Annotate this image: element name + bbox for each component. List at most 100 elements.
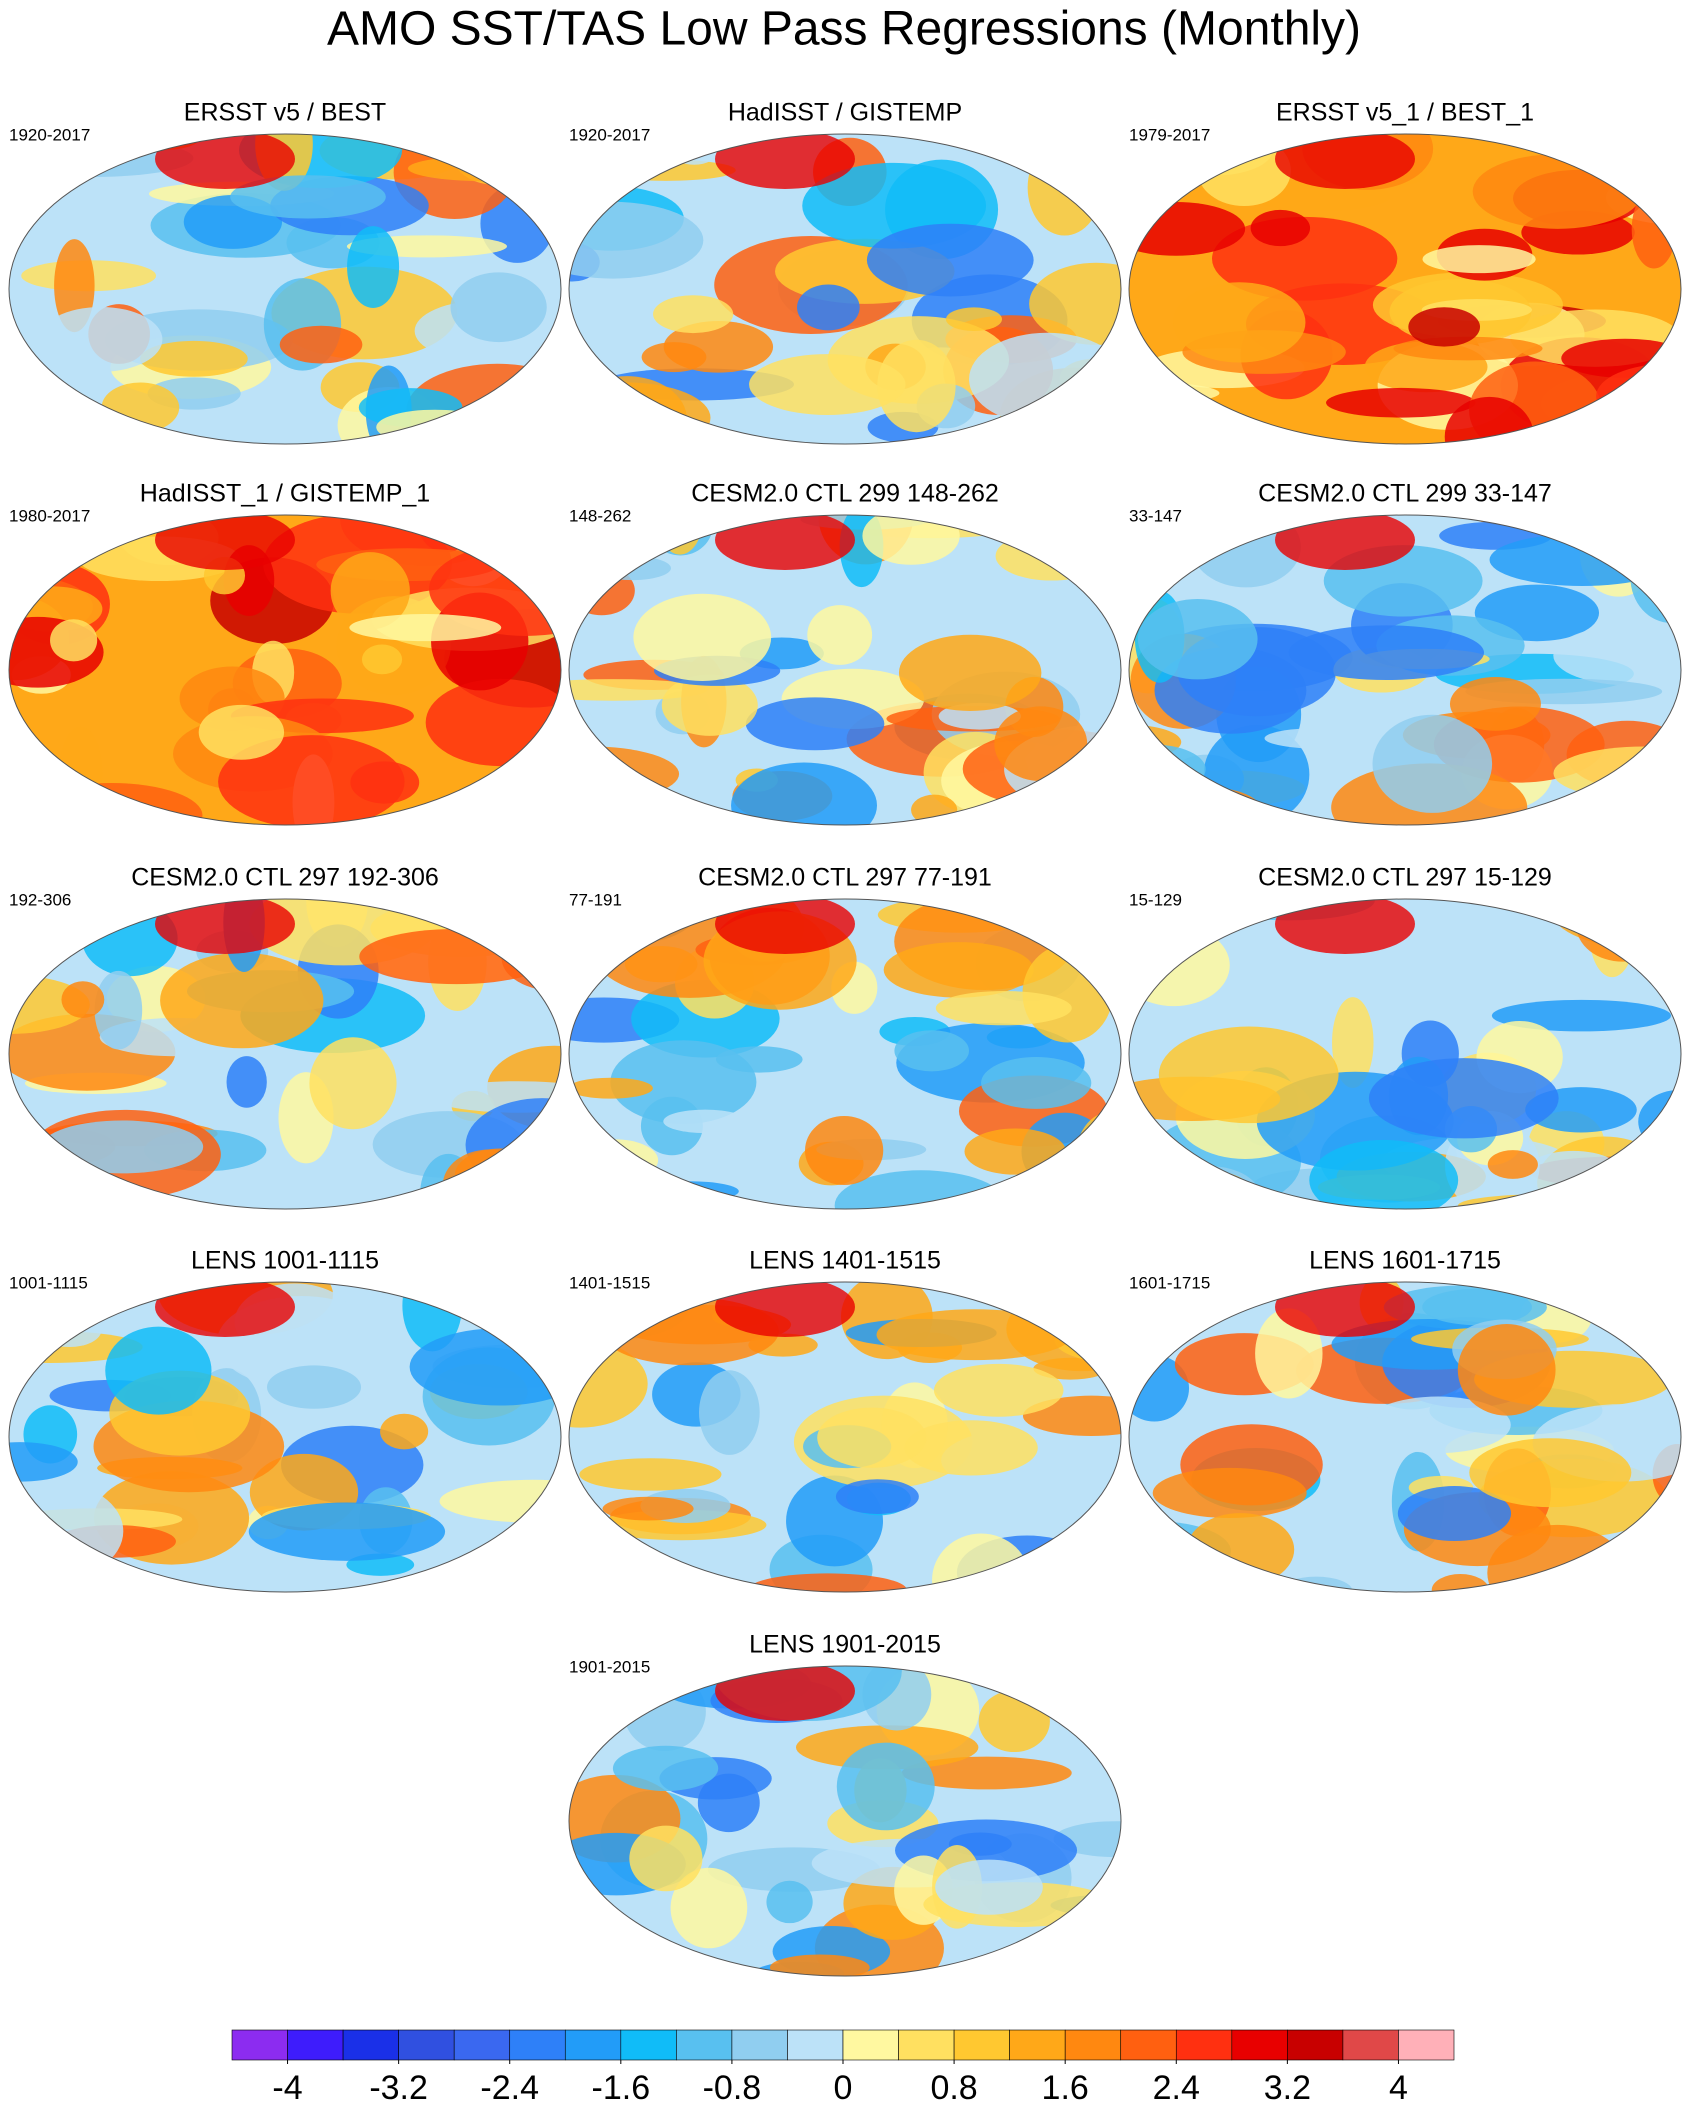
panel-title: CESM2.0 CTL 297 15-129 bbox=[1258, 864, 1552, 892]
map-field bbox=[9, 899, 561, 1209]
map-anomaly bbox=[894, 1030, 970, 1072]
colorbar-tick-label: 1.6 bbox=[1042, 2069, 1089, 2107]
map-anomaly bbox=[81, 900, 178, 977]
map-anomaly bbox=[901, 1756, 1072, 1790]
map-field bbox=[1129, 134, 1681, 444]
map-anomaly bbox=[766, 1880, 813, 1924]
map-anomaly bbox=[569, 679, 708, 701]
map-anomaly bbox=[160, 952, 324, 1049]
colorbar-tick-label: -1.6 bbox=[592, 2069, 651, 2107]
map-anomaly bbox=[1431, 1574, 1489, 1592]
colorbar-tick-label: -0.8 bbox=[703, 2069, 762, 2107]
map-anomaly bbox=[748, 1573, 907, 1592]
map-anomaly bbox=[1472, 154, 1643, 229]
map-anomaly bbox=[50, 619, 98, 662]
map-anomaly bbox=[1397, 1486, 1512, 1542]
polar-anomaly bbox=[715, 1666, 855, 1721]
colorbar-box bbox=[953, 2029, 1010, 2061]
map-anomaly bbox=[569, 1914, 621, 1976]
map-anomaly bbox=[615, 145, 673, 173]
colorbar-box bbox=[731, 2029, 788, 2061]
colorbar-box bbox=[1342, 2029, 1399, 2061]
map-anomaly bbox=[380, 1413, 429, 1450]
map-panel: CESM2.0 CTL 297 15-129 15-129 bbox=[1128, 864, 1682, 1210]
map-anomaly bbox=[978, 1690, 1050, 1753]
map-anomaly bbox=[1160, 787, 1267, 825]
polar-anomaly bbox=[1275, 515, 1415, 570]
map-anomaly bbox=[1006, 412, 1092, 444]
polar-anomaly bbox=[715, 515, 855, 570]
map-anomaly bbox=[347, 226, 400, 308]
map-anomaly bbox=[769, 1954, 870, 1976]
panel-title: CESM2.0 CTL 297 77-191 bbox=[698, 864, 992, 892]
map-outline bbox=[1128, 514, 1682, 826]
map-outline bbox=[1128, 898, 1682, 1210]
map-panel: LENS 1001-1115 1001-1115 bbox=[8, 1247, 562, 1593]
map-anomaly bbox=[1449, 677, 1541, 731]
map-anomaly bbox=[230, 175, 386, 219]
map-anomaly bbox=[981, 1057, 1092, 1109]
map-outline bbox=[568, 514, 1122, 826]
map-anomaly bbox=[501, 925, 561, 992]
map-outline bbox=[568, 1281, 1122, 1593]
map-anomaly bbox=[1280, 1576, 1353, 1592]
map-anomaly bbox=[932, 1533, 1031, 1592]
panel-period: 1001-1115 bbox=[9, 1273, 88, 1292]
colorbar-tick-label: 0 bbox=[834, 2069, 853, 2107]
map-anomaly bbox=[670, 137, 718, 165]
polar-anomaly bbox=[715, 1282, 855, 1337]
map-anomaly bbox=[804, 1115, 884, 1185]
map-anomaly bbox=[425, 678, 561, 767]
map-field bbox=[569, 1666, 1121, 1976]
map-anomaly bbox=[1027, 139, 1102, 236]
map-anomaly bbox=[1593, 1543, 1681, 1592]
colorbar-box bbox=[1175, 2029, 1233, 2061]
colorbar-box bbox=[342, 2029, 399, 2061]
map-anomaly bbox=[330, 552, 410, 630]
map-anomaly bbox=[101, 382, 180, 433]
map-anomaly bbox=[480, 901, 561, 967]
map-anomaly bbox=[1029, 262, 1121, 345]
map-anomaly bbox=[592, 556, 671, 581]
colorbar-box bbox=[620, 2029, 677, 2061]
map-anomaly bbox=[1264, 727, 1383, 749]
panel-title: LENS 1601-1715 bbox=[1309, 1247, 1501, 1275]
colorbar-tick-label: 0.8 bbox=[930, 2069, 977, 2107]
panel-period: 1980-2017 bbox=[9, 506, 90, 525]
colorbar-box bbox=[509, 2029, 566, 2061]
map-anomaly bbox=[1326, 387, 1476, 418]
map-anomaly bbox=[349, 614, 502, 642]
map-anomaly bbox=[1129, 1520, 1173, 1592]
map-anomaly bbox=[198, 704, 285, 760]
map-panel: CESM2.0 CTL 297 192-306 192-306 bbox=[8, 864, 562, 1210]
map-anomaly bbox=[569, 746, 680, 802]
map-anomaly bbox=[715, 1046, 803, 1073]
map-anomaly bbox=[1631, 189, 1677, 269]
colorbar-box bbox=[1398, 2029, 1455, 2061]
map-anomaly bbox=[1152, 1467, 1307, 1518]
map-anomaly bbox=[670, 1867, 748, 1949]
map-anomaly bbox=[904, 1420, 1038, 1476]
map-anomaly bbox=[450, 272, 547, 343]
polar-anomaly bbox=[155, 1282, 295, 1337]
map-anomaly bbox=[595, 159, 736, 181]
panel-title: ERSST v5_1 / BEST_1 bbox=[1276, 99, 1534, 127]
map-anomaly bbox=[653, 295, 734, 334]
map-anomaly bbox=[41, 1120, 204, 1174]
colorbar-tick-label: 3.2 bbox=[1264, 2069, 1311, 2107]
map-anomaly bbox=[1422, 1288, 1532, 1326]
map-anomaly bbox=[994, 706, 1088, 782]
map-anomaly bbox=[629, 1825, 703, 1892]
panel-title: CESM2.0 CTL 299 148-262 bbox=[691, 480, 999, 508]
map-outline bbox=[1128, 1281, 1682, 1593]
map-anomaly bbox=[140, 340, 248, 377]
map-anomaly bbox=[807, 605, 873, 665]
map-anomaly bbox=[1553, 625, 1681, 686]
map-anomaly bbox=[569, 201, 704, 279]
map-anomaly bbox=[94, 970, 143, 1050]
colorbar-box bbox=[842, 2029, 899, 2061]
colorbar-box bbox=[231, 2029, 288, 2061]
map-anomaly bbox=[1457, 1324, 1556, 1416]
colorbar-tick-label: -2.4 bbox=[480, 2069, 539, 2107]
